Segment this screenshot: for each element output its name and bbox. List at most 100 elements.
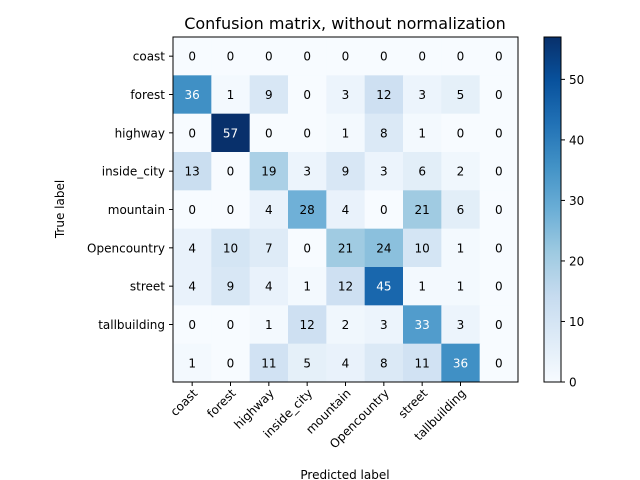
heatmap-cell (441, 343, 481, 383)
cell-value-label: 3 (418, 88, 426, 102)
y-tick-label: highway (115, 126, 165, 140)
cell-value-label: 21 (415, 203, 430, 217)
heatmap-cell (288, 305, 327, 345)
cell-value-label: 12 (338, 280, 353, 294)
heatmap-cell (288, 37, 327, 76)
heatmap-cell (173, 113, 212, 153)
x-axis-label: Predicted label (300, 468, 389, 480)
colorbar-tick-label: 10 (569, 315, 584, 329)
cell-value-label: 9 (342, 165, 350, 179)
heatmap-cell (249, 37, 289, 76)
heatmap-cell (211, 305, 251, 345)
heatmap-cell (479, 37, 519, 76)
y-axis-label: True label (53, 180, 67, 239)
heatmap-cell (173, 343, 212, 383)
heatmap-cell (364, 190, 404, 230)
heatmap-cell (479, 190, 519, 230)
heatmap-cell (479, 228, 519, 268)
cell-value-label: 1 (457, 241, 465, 255)
heatmap-cell (403, 190, 442, 230)
heatmap-cell (326, 228, 366, 268)
cell-value-label: 4 (342, 356, 350, 370)
cell-value-label: 0 (495, 88, 503, 102)
cell-value-label: 0 (495, 126, 503, 140)
cell-value-label: 0 (495, 50, 503, 64)
cell-value-label: 7 (265, 241, 273, 255)
y-tick-label: mountain (108, 203, 165, 217)
heatmap-cell (403, 228, 442, 268)
cell-value-label: 4 (188, 280, 196, 294)
heatmap-cell (479, 305, 519, 345)
y-tick-label: forest (130, 88, 165, 102)
cell-value-label: 45 (376, 280, 391, 294)
heatmap-cell (211, 228, 251, 268)
heatmap-cell (211, 75, 251, 115)
heatmap-cell (173, 190, 212, 230)
cell-value-label: 1 (227, 88, 235, 102)
cell-value-label: 1 (303, 280, 311, 294)
heatmap-cell (441, 152, 481, 191)
heatmap-cell (364, 113, 404, 153)
heatmap-cell (288, 190, 327, 230)
heatmap-cell (479, 152, 519, 191)
cell-value-label: 1 (418, 126, 426, 140)
colorbar-tick-label: 40 (569, 133, 584, 147)
colorbar-ticks: 0 10 20 30 40 50 (561, 73, 584, 390)
cell-value-label: 12 (300, 318, 315, 332)
heatmap-cell (441, 113, 481, 153)
heatmap-cell (249, 75, 289, 115)
cell-value-label: 10 (415, 241, 430, 255)
cell-value-label: 0 (227, 165, 235, 179)
colorbar-tick-label: 0 (569, 376, 577, 390)
y-tick-label: inside_city (102, 165, 165, 179)
y-tick-label: street (130, 280, 165, 294)
cell-value-label: 1 (342, 126, 350, 140)
heatmap-cell (249, 152, 289, 191)
heatmap-cell (249, 305, 289, 345)
heatmap-cell (249, 267, 289, 306)
heatmap-cell (211, 113, 251, 153)
heatmap-cell (479, 267, 519, 306)
heatmap-cell (211, 267, 251, 306)
cell-value-label: 3 (342, 88, 350, 102)
heatmap-cell (249, 113, 289, 153)
cell-value-label: 4 (188, 241, 196, 255)
heatmap-cell (441, 75, 481, 115)
heatmap-cell (326, 267, 366, 306)
cell-value-label: 57 (223, 126, 238, 140)
cell-value-label: 8 (380, 356, 388, 370)
x-tick-label: forest (204, 386, 239, 421)
cell-value-label: 0 (495, 318, 503, 332)
cell-value-label: 0 (303, 126, 311, 140)
cell-value-label: 36 (185, 88, 200, 102)
x-axis-ticks: coast foresthighwayinside_citymountainOpe… (168, 382, 469, 451)
cell-value-label: 5 (303, 356, 311, 370)
colorbar-tick-label: 20 (569, 254, 584, 268)
cell-value-label: 4 (265, 203, 273, 217)
heatmap-cell (173, 37, 212, 76)
cell-value-label: 0 (342, 50, 350, 64)
heatmap-cell (441, 267, 481, 306)
heatmap-cell (441, 228, 481, 268)
heatmap-cell (441, 305, 481, 345)
cell-value-label: 13 (185, 165, 200, 179)
cell-value-label: 0 (495, 356, 503, 370)
heatmap-cell (479, 113, 519, 153)
cell-value-label: 11 (415, 356, 430, 370)
cell-value-label: 0 (380, 203, 388, 217)
cell-value-label: 4 (342, 203, 350, 217)
cell-value-label: 28 (300, 203, 315, 217)
heatmap-cell (326, 152, 366, 191)
cell-value-label: 1 (265, 318, 273, 332)
cell-value-label: 3 (380, 318, 388, 332)
cell-value-label: 0 (495, 241, 503, 255)
heatmap-cell (479, 343, 519, 383)
cell-value-label: 0 (303, 241, 311, 255)
heatmap-cell (288, 228, 327, 268)
cell-value-label: 2 (342, 318, 350, 332)
colorbar-tick-label: 30 (569, 194, 584, 208)
heatmap-cell (173, 75, 212, 115)
cell-value-label: 6 (418, 165, 426, 179)
heatmap-cell (249, 228, 289, 268)
heatmap-cell (364, 305, 404, 345)
